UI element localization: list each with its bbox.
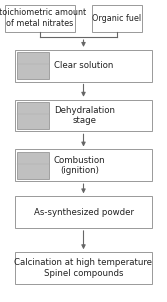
- FancyBboxPatch shape: [15, 100, 152, 131]
- Text: Organic fuel: Organic fuel: [92, 14, 141, 23]
- Text: Dehydralation
stage: Dehydralation stage: [54, 106, 115, 125]
- FancyBboxPatch shape: [5, 5, 75, 32]
- FancyBboxPatch shape: [15, 196, 152, 228]
- Text: Clear solution: Clear solution: [54, 61, 113, 70]
- Text: Calcination at high temperature
Spinel compounds: Calcination at high temperature Spinel c…: [15, 258, 152, 278]
- FancyBboxPatch shape: [17, 53, 49, 79]
- FancyBboxPatch shape: [17, 152, 49, 178]
- FancyBboxPatch shape: [17, 102, 49, 129]
- Text: Combustion
(ignition): Combustion (ignition): [54, 156, 105, 175]
- FancyBboxPatch shape: [92, 5, 142, 32]
- Text: As-synthesized powder: As-synthesized powder: [34, 208, 133, 217]
- FancyBboxPatch shape: [15, 149, 152, 181]
- Text: Stoichiometric amount
of metal nitrates: Stoichiometric amount of metal nitrates: [0, 8, 86, 28]
- FancyBboxPatch shape: [15, 252, 152, 284]
- FancyBboxPatch shape: [15, 50, 152, 82]
